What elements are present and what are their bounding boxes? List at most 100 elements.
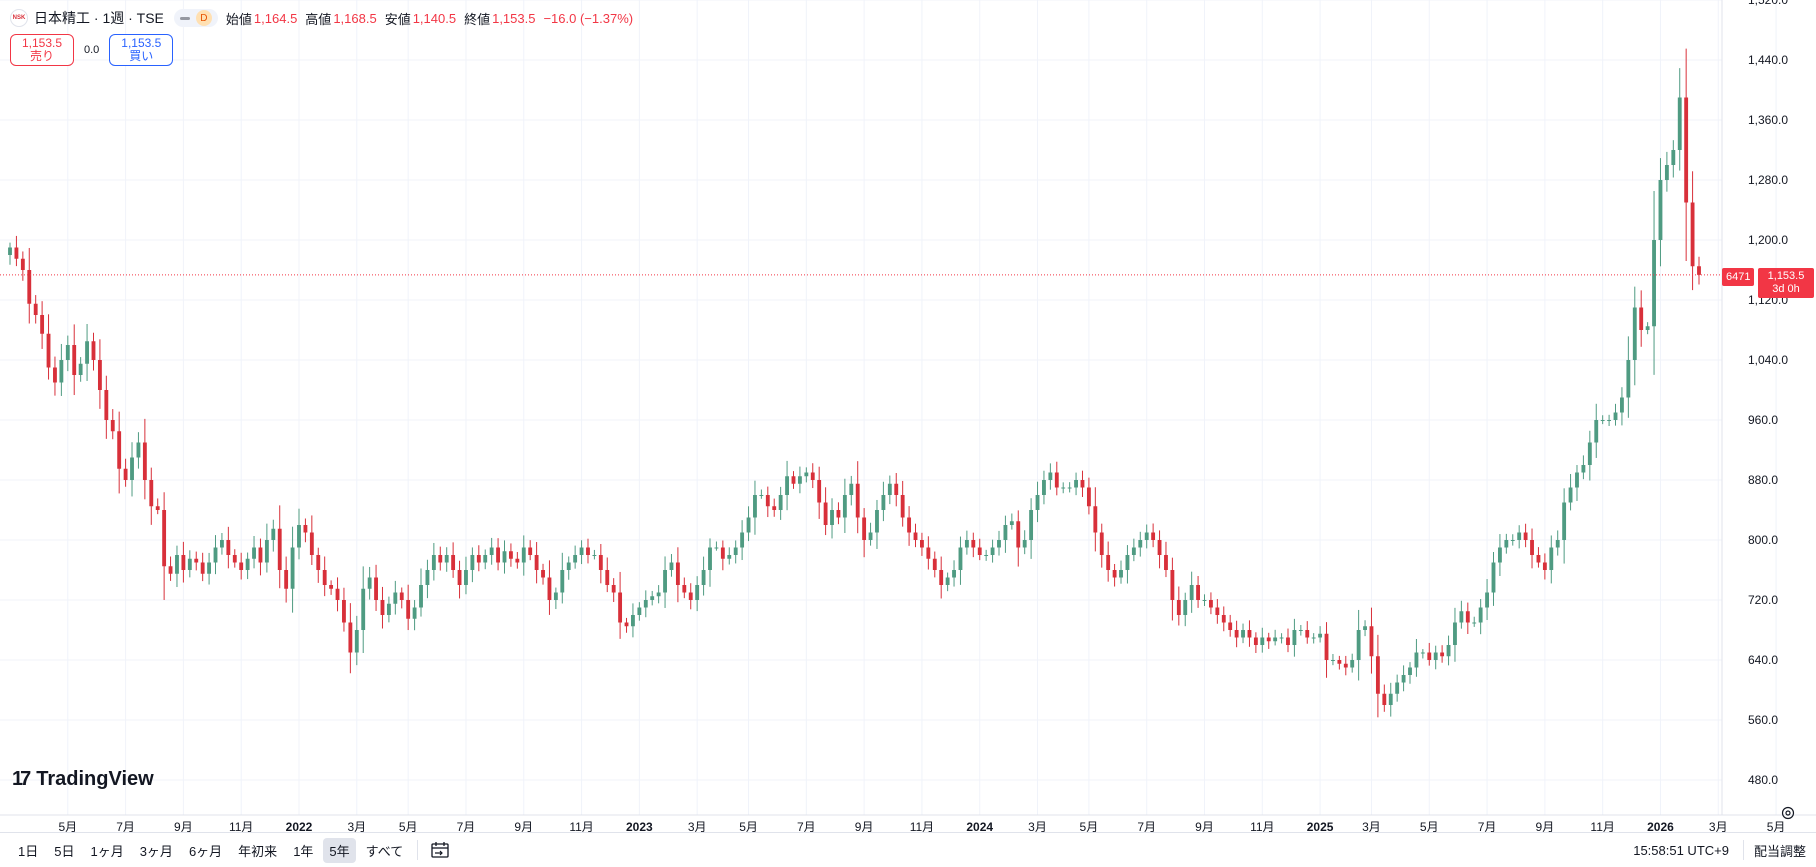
candle-body [528, 547, 533, 555]
candle [1331, 654, 1335, 666]
candle [1279, 633, 1284, 644]
candle [1202, 594, 1207, 606]
candle-body [1587, 442, 1592, 465]
buy-button[interactable]: 1,153.5 買い [109, 34, 174, 66]
candle-body [104, 390, 109, 420]
candle [1131, 538, 1136, 562]
candle [431, 542, 436, 581]
candle-body [881, 495, 886, 510]
candle [277, 505, 282, 589]
candle [27, 247, 32, 324]
candle-body [573, 555, 578, 563]
candle-body [1183, 600, 1188, 615]
gear-icon[interactable] [1780, 805, 1796, 821]
candle [1517, 525, 1522, 549]
candle [586, 538, 590, 564]
candle [855, 461, 860, 534]
candle [1671, 140, 1676, 178]
candle-body [708, 547, 712, 570]
candle-body [1645, 326, 1650, 330]
range-button[interactable]: 5日 [54, 843, 75, 859]
candle [33, 295, 38, 324]
candle [598, 544, 603, 584]
candle-body [1478, 607, 1483, 623]
candle-body [842, 495, 847, 518]
candle [521, 535, 526, 576]
clock[interactable]: 15:58:51 UTC+9 [1633, 842, 1729, 858]
range-button[interactable]: 1ヶ月 [90, 843, 124, 859]
candle-body [1151, 532, 1156, 540]
candle-body [380, 600, 385, 615]
candle-body [875, 510, 879, 533]
candle-body [643, 600, 648, 608]
candle-body [213, 547, 218, 563]
candle [720, 540, 725, 571]
candle [53, 356, 57, 396]
x-tick-label: 11月 [229, 820, 253, 834]
candle [894, 472, 899, 507]
range-button[interactable]: 1年 [293, 843, 314, 859]
candle-body [1093, 506, 1098, 533]
candle [232, 549, 237, 568]
candle-body [650, 596, 655, 600]
spread-value: 0.0 [84, 44, 100, 56]
candle [1183, 592, 1188, 627]
candle [322, 556, 327, 597]
range-button[interactable]: 年初来 [238, 843, 278, 859]
dividend-adjust-toggle[interactable]: 配当調整 [1742, 840, 1816, 860]
x-tick-label: 5月 [739, 820, 758, 834]
candle-body [1562, 502, 1567, 540]
candle-body [1099, 532, 1104, 555]
candle-body [971, 540, 976, 548]
candle-body [560, 570, 565, 593]
tradingview-watermark[interactable]: 17 TradingView [12, 768, 154, 791]
candle-body [1504, 540, 1509, 548]
candle-body [1575, 472, 1579, 488]
candle-body [733, 547, 738, 555]
range-button[interactable]: 1日 [18, 843, 39, 859]
range-button[interactable]: すべて [365, 843, 404, 859]
x-tick-label: 2024 [966, 820, 993, 834]
range-button[interactable]: 5年 [323, 837, 356, 863]
candle-body [220, 540, 224, 548]
range-button[interactable]: 6ヶ月 [188, 843, 223, 859]
candle [958, 536, 963, 585]
candle [791, 471, 796, 489]
candle-body [297, 525, 301, 548]
candle-body [187, 558, 192, 570]
range-button[interactable]: 3ヶ月 [139, 843, 173, 859]
candle-body [489, 547, 494, 555]
candle [740, 520, 745, 561]
candle-body [977, 547, 982, 555]
data-status-pill[interactable]: D [173, 9, 218, 27]
candle-body [451, 555, 456, 570]
sell-button[interactable]: 1,153.5 売り [10, 34, 74, 66]
candle-body [1189, 585, 1194, 600]
candle [1510, 534, 1515, 546]
symbol-title[interactable]: 日本精工 · 1週 · TSE [34, 10, 164, 26]
candle [605, 557, 610, 593]
high-label: 高値 [305, 11, 332, 27]
candle [1632, 286, 1637, 386]
candle-body [284, 570, 289, 589]
y-tick-label: 1,280.0 [1748, 173, 1788, 187]
candle-body [1369, 626, 1374, 657]
candle [104, 375, 109, 439]
candle-body [20, 258, 25, 270]
candle-body [810, 472, 815, 480]
candle-body [1607, 420, 1612, 421]
candle [1247, 620, 1252, 647]
candle-body [1446, 645, 1451, 657]
candle-body [1677, 97, 1682, 150]
candle-body [1350, 660, 1355, 668]
candle [528, 540, 533, 561]
candle [1664, 151, 1669, 192]
candle [695, 576, 700, 612]
candle-body [1074, 480, 1078, 488]
candle-body [926, 547, 931, 559]
candle [785, 460, 789, 511]
open-value: 1,164.5 [253, 10, 298, 26]
calendar-goto-icon[interactable] [430, 841, 450, 859]
candle-body [964, 540, 969, 548]
